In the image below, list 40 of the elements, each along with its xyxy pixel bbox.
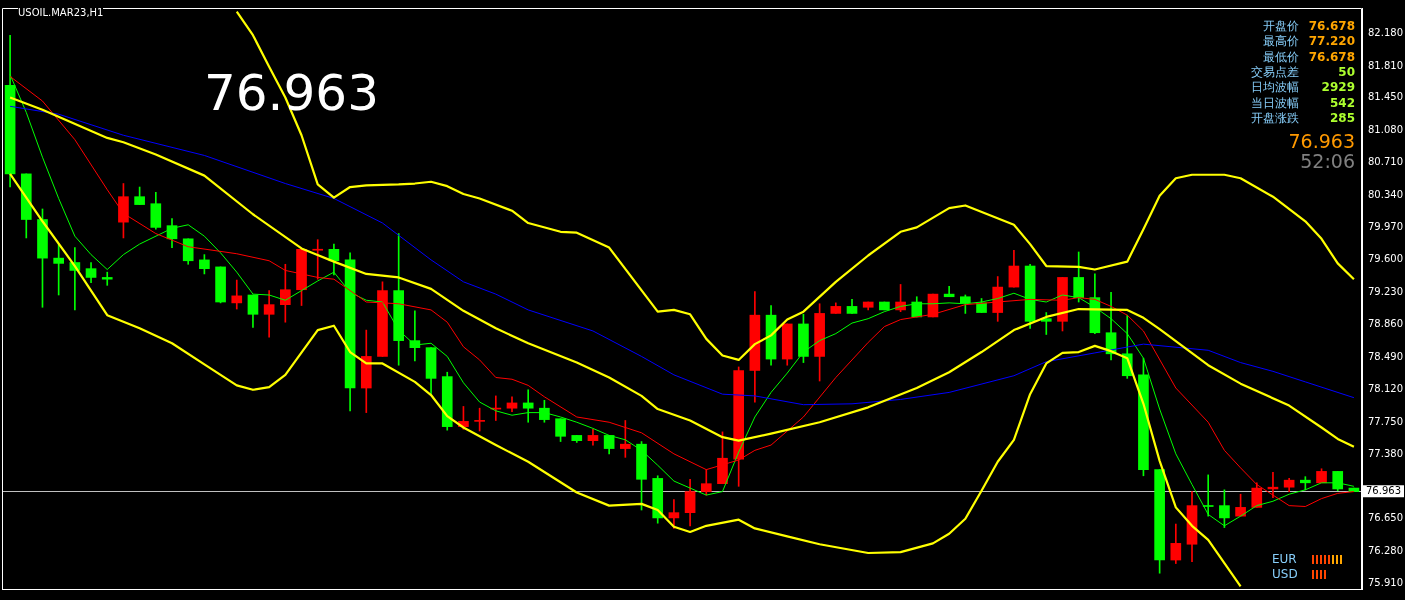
ref-line-label: 76.963 <box>1366 484 1402 496</box>
annotation: 开盘价 <box>1263 19 1299 33</box>
annotation: 当日波幅 <box>1251 95 1299 110</box>
y-tick-label: 82.180 <box>1368 27 1404 39</box>
y-tick-label: 81.450 <box>1368 91 1404 103</box>
y-tick-label: 77.380 <box>1368 448 1404 460</box>
y-tick-label: 75.910 <box>1368 577 1404 589</box>
chart-title: USOIL.MAR23,H1 <box>18 7 104 18</box>
annotation: 50 <box>1338 64 1355 79</box>
y-tick-label: 81.080 <box>1368 123 1404 135</box>
annotation: 76.963 <box>1288 130 1355 152</box>
annotation: 交易点差 <box>1251 64 1299 79</box>
annotation: EUR <box>1272 552 1297 566</box>
annotation: 日均波幅 <box>1251 80 1299 95</box>
annotation: 2929 <box>1321 80 1355 95</box>
y-tick-label: 78.490 <box>1368 350 1404 362</box>
annotation: 285 <box>1329 110 1355 125</box>
y-tick-label: 79.970 <box>1368 221 1404 232</box>
annotation: 开盘涨跌 <box>1251 110 1299 125</box>
y-tick-label: 80.710 <box>1368 156 1404 168</box>
y-tick-label: 80.340 <box>1368 188 1404 200</box>
candlestick <box>101 271 113 286</box>
annotation: 最低价 <box>1263 49 1299 64</box>
annotation: 52:06 <box>1300 150 1355 172</box>
annotation: 542 <box>1329 95 1355 110</box>
candlestick <box>927 293 939 318</box>
y-tick-label: 78.860 <box>1368 318 1404 330</box>
annotation: 76.678 <box>1308 49 1355 64</box>
y-tick-label: 76.650 <box>1368 512 1404 524</box>
annotation: 最高价 <box>1263 34 1299 49</box>
y-tick-label: 79.230 <box>1368 285 1404 297</box>
y-tick-label: 78.120 <box>1368 383 1404 395</box>
y-tick-label: 79.600 <box>1368 253 1404 265</box>
annotation: 76.678 <box>1308 19 1355 33</box>
annotation: 77.220 <box>1308 34 1355 49</box>
y-tick-label: 76.280 <box>1368 544 1404 556</box>
y-tick-label: 81.810 <box>1368 59 1404 71</box>
candlestick <box>312 239 324 280</box>
annotation: USD <box>1272 567 1298 581</box>
y-tick-label: 77.750 <box>1368 415 1404 427</box>
